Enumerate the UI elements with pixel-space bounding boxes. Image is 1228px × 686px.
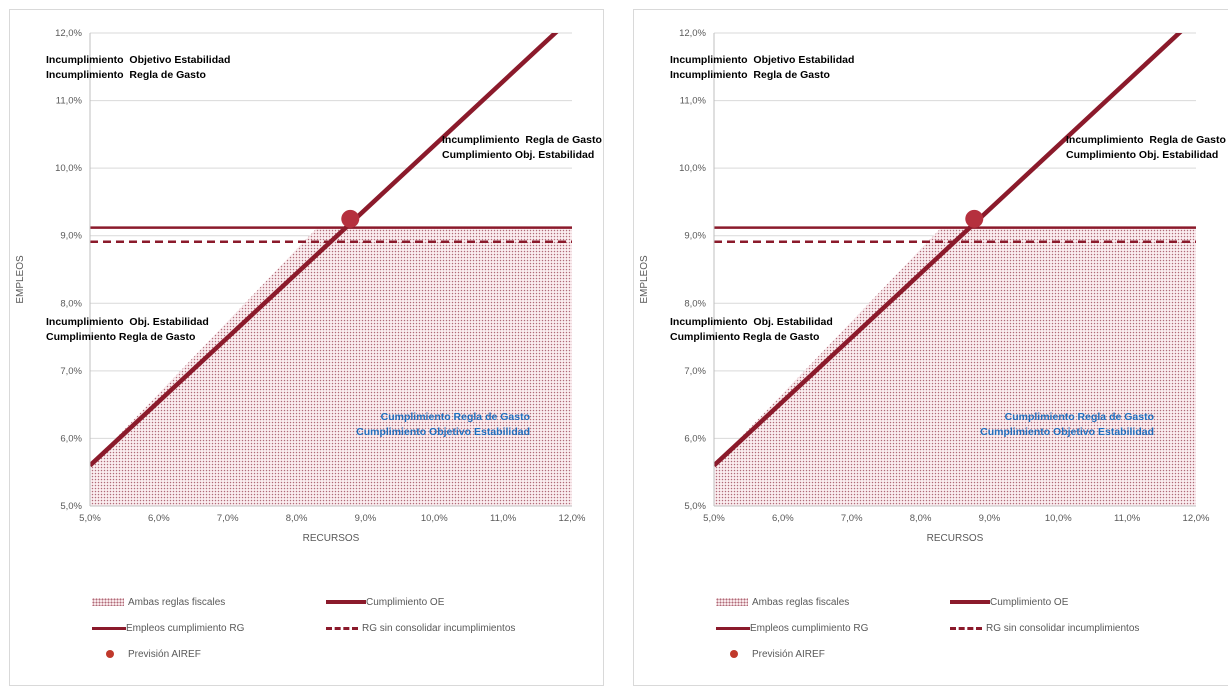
y-tick-label: 7,0% <box>684 366 706 377</box>
y-tick-label: 10,0% <box>55 163 82 174</box>
region-annotation-line: Cumplimiento Regla de Gasto <box>1005 411 1154 423</box>
legend-swatch-oe-line <box>326 600 366 604</box>
legend-item-area: Ambas reglas fiscales <box>716 595 849 609</box>
y-tick-label: 8,0% <box>684 298 706 309</box>
legend-swatch-airef-dot <box>106 650 114 658</box>
x-tick-label: 12,0% <box>1183 513 1210 524</box>
region-annotation-line: Incumplimiento Obj. Estabilidad <box>670 316 833 328</box>
legend-item-oe: Cumplimiento OE <box>950 595 1068 609</box>
series-point-prevision-airef <box>341 209 360 228</box>
region-annotation-line: Incumplimiento Objetivo Estabilidad <box>670 54 854 66</box>
legend-label-airef: Previsión AIREF <box>752 648 825 660</box>
x-tick-label: 9,0% <box>355 513 377 524</box>
region-annotation-line: Cumplimiento Objetivo Estabilidad <box>356 426 530 438</box>
chart-panel-right: 5,0% 6,0% 7,0% 8,0% 9,0% 10,0% 11,0% 12,0% 5,0% 6… <box>633 9 1228 686</box>
x-tick-label: 11,0% <box>490 513 517 524</box>
x-tick-label: 5,0% <box>79 513 101 524</box>
legend-label-area: Ambas reglas fiscales <box>128 596 226 608</box>
legend-swatch-dotted-area <box>716 598 748 606</box>
region-annotation-line: Incumplimiento Obj. Estabilidad <box>46 316 209 328</box>
series-area-ambas-reglas <box>90 227 572 506</box>
legend-label-oe: Cumplimiento OE <box>990 596 1069 608</box>
y-tick-label: 5,0% <box>684 501 706 512</box>
legend-label-rg: Empleos cumplimiento RG <box>126 622 245 634</box>
y-tick-label: 10,0% <box>679 163 706 174</box>
region-annotation-line: Incumplimiento Regla de Gasto <box>442 134 602 146</box>
region-annotation-line: Incumplimiento Regla de Gasto <box>1066 134 1226 146</box>
series-point-prevision-airef <box>965 209 984 228</box>
y-tick-label: 9,0% <box>60 231 82 242</box>
region-annotation-line: Incumplimiento Objetivo Estabilidad <box>46 54 230 66</box>
legend-item-oe: Cumplimiento OE <box>326 595 444 609</box>
y-tick-label: 8,0% <box>60 298 82 309</box>
legend-item-airef: Previsión AIREF <box>92 647 201 661</box>
x-tick-label: 5,0% <box>703 513 725 524</box>
legend-item-airef: Previsión AIREF <box>716 647 825 661</box>
legend-left: Ambas reglas fiscales Cumplimiento OE Em… <box>10 585 605 685</box>
y-tick-label: 12,0% <box>55 28 82 39</box>
chart-plot-right: 5,0% 6,0% 7,0% 8,0% 9,0% 10,0% 11,0% 12,0% 5,0% 6… <box>639 28 1226 544</box>
x-tick-label: 11,0% <box>1114 513 1141 524</box>
chart-plot-left: 5,0% 6,0% 7,0% 8,0% 9,0% 10,0% 11,0% 12,0% 5,0% 6… <box>15 28 602 544</box>
y-tick-label: 5,0% <box>60 501 82 512</box>
x-axis-title: RECURSOS <box>927 533 984 544</box>
y-axis-title: EMPLEOS <box>639 255 650 304</box>
legend-right: Ambas reglas fiscales Cumplimiento OE Em… <box>634 585 1228 685</box>
chart-panel-left: 5,0% 6,0% 7,0% 8,0% 9,0% 10,0% 11,0% 12,0% 5,0% 6… <box>9 9 604 686</box>
legend-swatch-rg-line <box>716 626 750 630</box>
legend-label-rg: Empleos cumplimiento RG <box>750 622 869 634</box>
legend-item-rg-dash: RG sin consolidar incumplimientos <box>950 621 1139 635</box>
region-annotation-line: Cumplimiento Regla de Gasto <box>46 331 195 343</box>
y-tick-label: 6,0% <box>60 433 82 444</box>
x-tick-label: 10,0% <box>421 513 448 524</box>
y-tick-label: 7,0% <box>60 366 82 377</box>
legend-swatch-oe-line <box>950 600 990 604</box>
legend-item-area: Ambas reglas fiscales <box>92 595 225 609</box>
legend-swatch-airef-dot <box>730 650 738 658</box>
region-annotation-line: Cumplimiento Regla de Gasto <box>381 411 530 423</box>
x-tick-label: 7,0% <box>841 513 863 524</box>
x-tick-label: 6,0% <box>772 513 794 524</box>
legend-swatch-rg-dashed <box>326 626 358 630</box>
y-axis-title: EMPLEOS <box>15 255 26 304</box>
x-tick-label: 6,0% <box>148 513 170 524</box>
y-tick-label: 6,0% <box>684 433 706 444</box>
x-tick-label: 8,0% <box>910 513 932 524</box>
legend-label-area: Ambas reglas fiscales <box>752 596 850 608</box>
x-tick-label: 9,0% <box>979 513 1001 524</box>
legend-swatch-dotted-area <box>92 598 124 606</box>
legend-label-rg-dash: RG sin consolidar incumplimientos <box>362 622 516 634</box>
legend-swatch-rg-dashed <box>950 626 982 630</box>
y-tick-label: 11,0% <box>56 96 83 107</box>
y-tick-label: 12,0% <box>679 28 706 39</box>
legend-item-rg: Empleos cumplimiento RG <box>716 621 868 635</box>
x-tick-label: 10,0% <box>1045 513 1072 524</box>
region-annotation-line: Cumplimiento Regla de Gasto <box>670 331 819 343</box>
legend-swatch-rg-line <box>92 626 126 630</box>
region-annotation-line: Incumplimiento Regla de Gasto <box>670 69 830 81</box>
legend-item-rg: Empleos cumplimiento RG <box>92 621 244 635</box>
legend-label-airef: Previsión AIREF <box>128 648 201 660</box>
y-tick-label: 11,0% <box>680 96 707 107</box>
y-tick-label: 9,0% <box>684 231 706 242</box>
region-annotation-line: Cumplimiento Obj. Estabilidad <box>442 149 594 161</box>
x-tick-label: 12,0% <box>559 513 586 524</box>
x-tick-label: 8,0% <box>286 513 308 524</box>
legend-label-oe: Cumplimiento OE <box>366 596 445 608</box>
series-area-ambas-reglas <box>714 227 1196 506</box>
x-tick-label: 7,0% <box>217 513 239 524</box>
region-annotation-line: Incumplimiento Regla de Gasto <box>46 69 206 81</box>
legend-label-rg-dash: RG sin consolidar incumplimientos <box>986 622 1140 634</box>
legend-item-rg-dash: RG sin consolidar incumplimientos <box>326 621 515 635</box>
region-annotation-line: Cumplimiento Obj. Estabilidad <box>1066 149 1218 161</box>
x-axis-title: RECURSOS <box>303 533 360 544</box>
region-annotation-line: Cumplimiento Objetivo Estabilidad <box>980 426 1154 438</box>
